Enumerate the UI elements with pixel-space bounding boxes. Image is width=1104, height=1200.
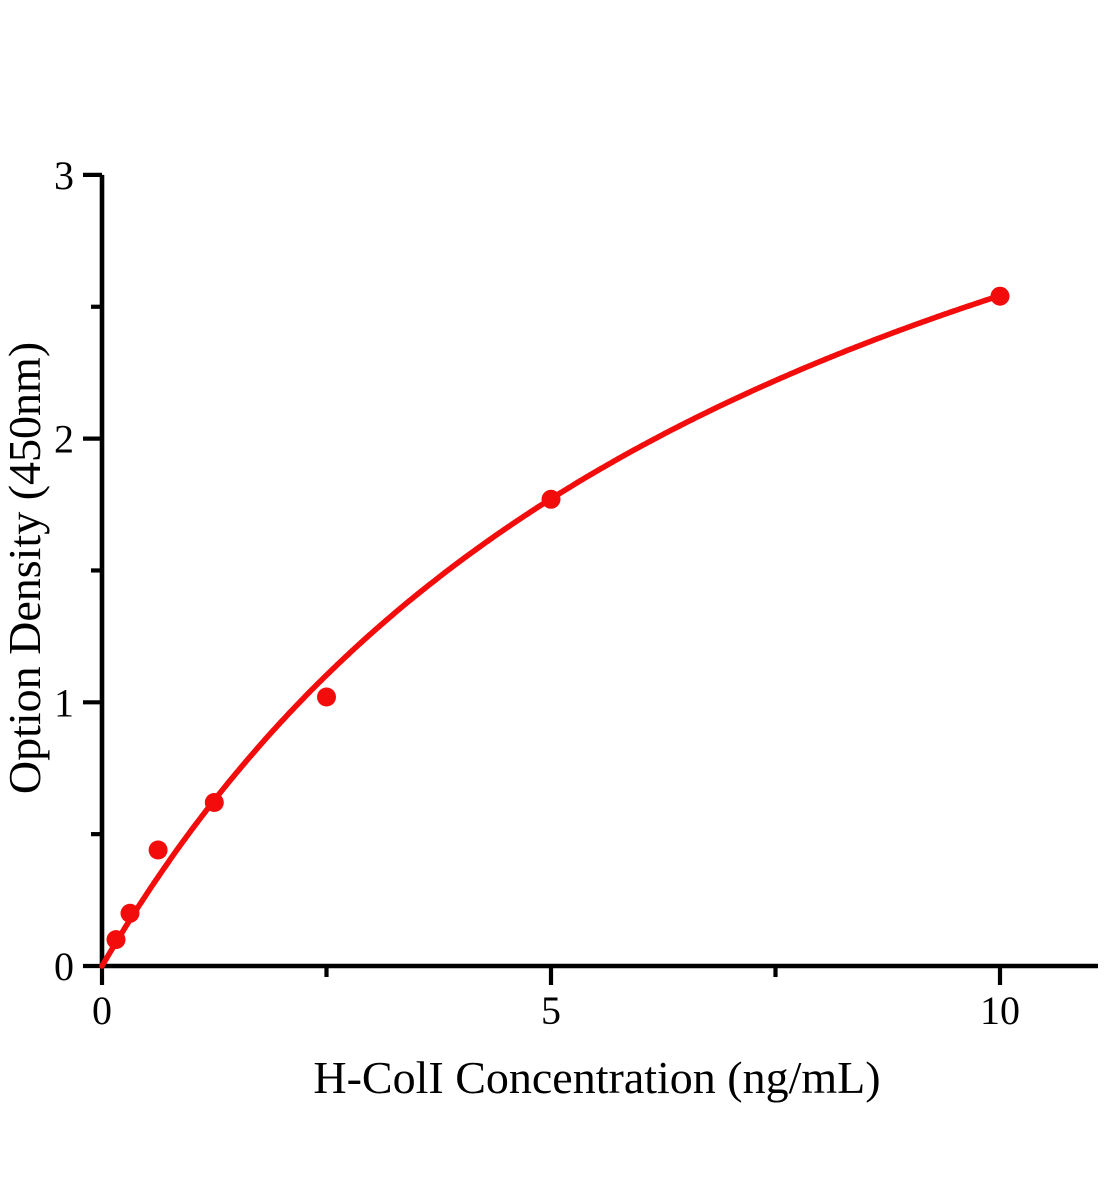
x-axis-title: H-ColI Concentration (ng/mL) [313,1052,880,1103]
data-point [204,793,224,812]
data-layer [99,286,1010,969]
data-point [990,286,1010,306]
fit-curve [99,292,1003,969]
data-point [148,840,168,860]
data-point [106,930,126,950]
axes-layer: 0 1 2 3 0 5 10 [54,153,1098,1033]
y-axis-title: Option Density (450nm) [0,342,50,794]
data-point [120,903,140,923]
y-tick-label: 0 [54,944,74,989]
x-tick-label: 10 [980,988,1020,1033]
data-point [541,489,561,509]
x-tick-label: 5 [541,988,561,1033]
y-tick-label: 1 [54,680,74,725]
y-tick-label: 2 [54,417,74,462]
x-tick-label: 0 [92,988,112,1033]
y-tick-label: 3 [54,153,74,198]
data-point [317,687,336,707]
